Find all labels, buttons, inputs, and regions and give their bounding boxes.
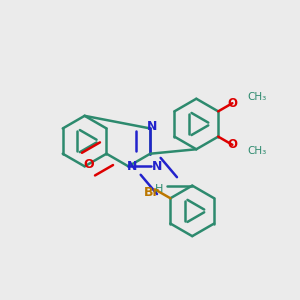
Text: CH₃: CH₃ [247,146,266,157]
Text: O: O [83,158,94,171]
Text: O: O [227,97,237,110]
Text: N: N [127,160,137,173]
Text: Br: Br [144,186,160,199]
Text: N: N [146,121,157,134]
Text: N: N [152,160,163,173]
Text: O: O [227,138,237,151]
Text: H: H [155,184,164,194]
Text: CH₃: CH₃ [247,92,266,101]
